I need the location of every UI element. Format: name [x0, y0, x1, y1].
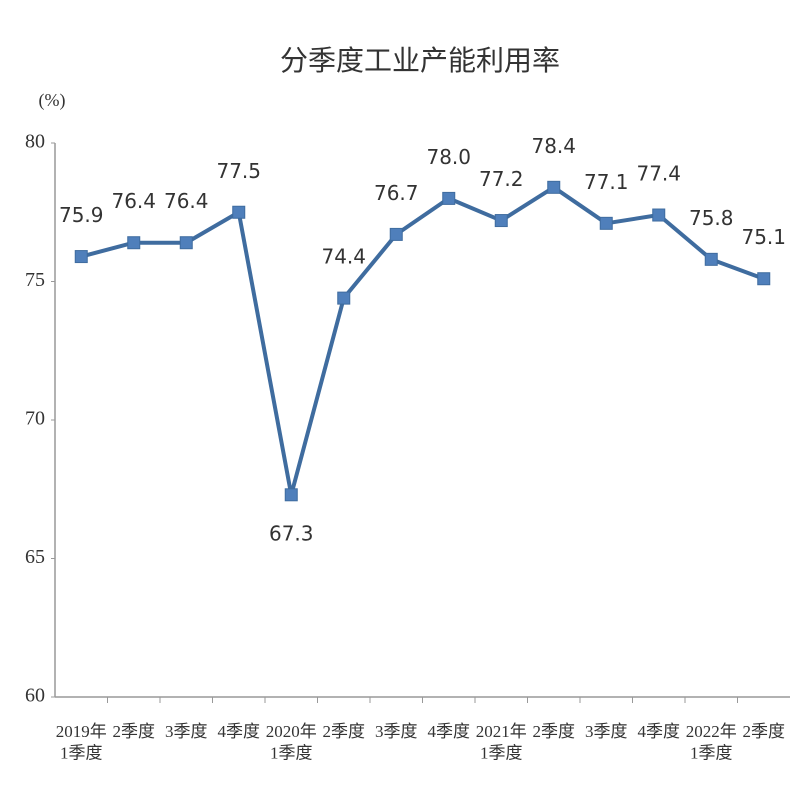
chart-title: 分季度工业产能利用率 — [280, 44, 560, 77]
marker — [704, 252, 718, 266]
line — [80, 185, 765, 497]
x-tick-label: 2020年 1季度 — [266, 722, 317, 762]
y-tick-label: 70 — [25, 408, 45, 430]
data-label: 75.1 — [741, 225, 786, 249]
marker — [337, 291, 351, 305]
x-tick-label: 4季度 — [638, 722, 681, 741]
marker — [127, 236, 141, 250]
marker — [494, 214, 508, 228]
data-label: 76.4 — [111, 189, 156, 213]
y-tick-label: 75 — [25, 269, 45, 291]
y-tick-label: 80 — [25, 131, 45, 153]
marker — [179, 236, 193, 250]
x-tick-label: 2季度 — [323, 722, 366, 741]
y-tick-label: 65 — [25, 546, 45, 568]
x-tick-label: 2季度 — [533, 722, 576, 741]
marker — [389, 227, 403, 241]
marker — [652, 208, 666, 222]
x-tick-label: 3季度 — [585, 722, 628, 741]
data-label: 77.1 — [584, 170, 629, 194]
y-axis-label: (%) — [39, 90, 66, 111]
x-tick-label: 2季度 — [113, 722, 156, 741]
marker — [442, 191, 456, 205]
x-tick-label: 3季度 — [165, 722, 208, 741]
x-tick-label: 4季度 — [218, 722, 261, 741]
marker — [599, 216, 613, 230]
x-tick-label: 3季度 — [375, 722, 418, 741]
data-label: 75.9 — [59, 203, 104, 227]
data-label: 77.5 — [216, 159, 261, 183]
y-tick-label: 60 — [25, 685, 45, 707]
x-tick-label: 2022年 1季度 — [686, 722, 737, 762]
marker — [74, 250, 88, 264]
data-label: 77.2 — [479, 167, 524, 191]
data-label: 75.8 — [689, 206, 734, 230]
x-tick-label: 2019年 1季度 — [56, 722, 107, 762]
data-label: 76.7 — [374, 181, 419, 205]
x-tick-label: 2021年 1季度 — [476, 722, 527, 762]
data-label: 77.4 — [636, 162, 681, 186]
marker — [232, 205, 246, 219]
data-label: 78.0 — [426, 145, 471, 169]
data-label: 76.4 — [164, 189, 209, 213]
data-label: 74.4 — [321, 245, 366, 269]
marker — [757, 272, 771, 286]
data-label: 78.4 — [531, 134, 576, 158]
marker — [547, 180, 561, 194]
data-label: 67.3 — [269, 521, 314, 545]
marker — [284, 488, 298, 502]
x-tick-label: 4季度 — [428, 722, 471, 741]
x-tick-label: 2季度 — [743, 722, 786, 741]
